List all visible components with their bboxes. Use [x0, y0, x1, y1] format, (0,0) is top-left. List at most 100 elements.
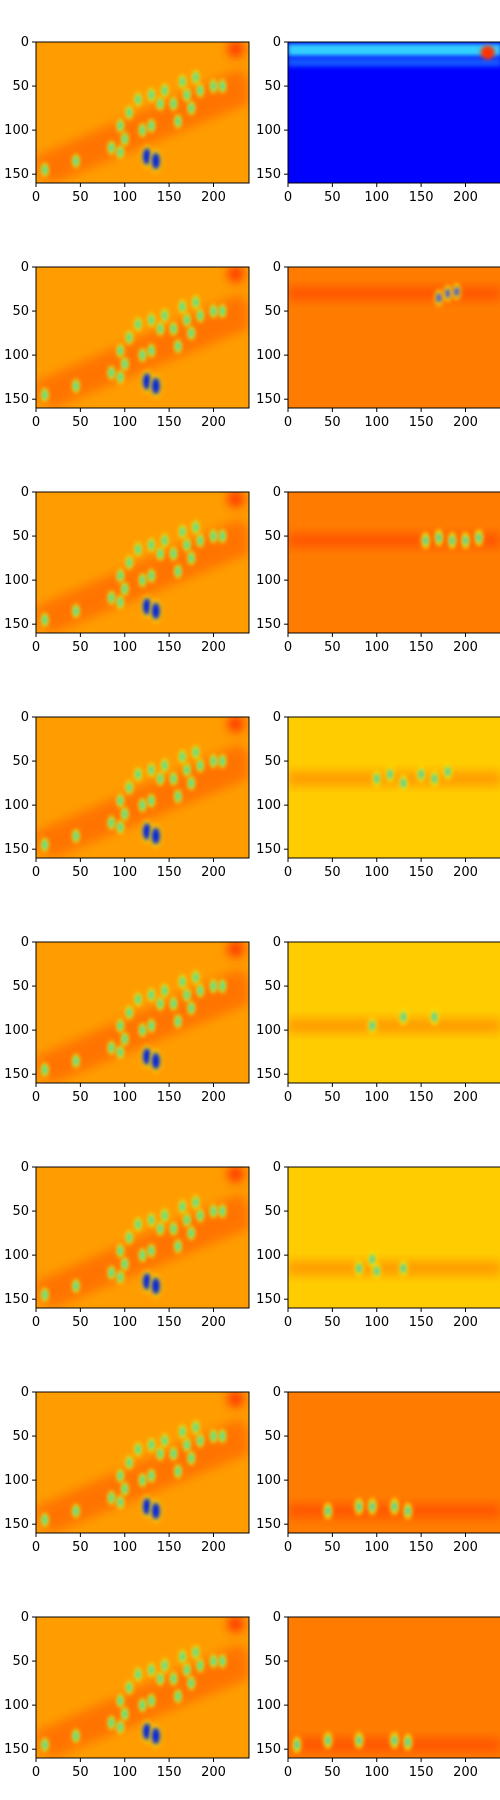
x-tick-label: 100	[112, 1090, 137, 1105]
activation-blob	[157, 98, 163, 109]
right-panel-5: 0 50 100 150 200 0 50 100 150	[256, 935, 500, 1105]
hot-corner	[227, 267, 244, 283]
activation-blob	[400, 1263, 406, 1274]
activation-blob	[42, 839, 48, 850]
activation-blob	[175, 1466, 181, 1477]
y-tick-label: 150	[256, 842, 281, 857]
x-tick-label: 100	[112, 190, 137, 205]
image-background	[288, 492, 500, 633]
activation-blob	[184, 764, 190, 775]
activation-blob	[400, 778, 406, 788]
activation-blob	[188, 103, 194, 113]
axes-frame	[287, 716, 500, 859]
right-panel-6: 0 50 100 150 200 0 50 100 150	[256, 1160, 500, 1330]
activation-blob	[140, 1025, 145, 1036]
activation-blob	[142, 1498, 152, 1515]
activation-blob	[219, 1656, 225, 1666]
activation-blob	[162, 985, 168, 996]
activation-blob	[42, 1064, 48, 1075]
y-tick-label: 150	[4, 392, 29, 407]
y-tick-label: 150	[4, 1067, 29, 1082]
y-tick-label: 50	[264, 754, 281, 769]
activation-blob	[73, 1731, 79, 1741]
activation-blob	[73, 606, 79, 616]
x-tick-label: 50	[72, 1540, 89, 1555]
x-tick-label: 50	[324, 1090, 341, 1105]
y-tick-label: 0	[21, 935, 29, 950]
y-tick-label: 150	[4, 842, 29, 857]
y-tick-label: 50	[12, 1429, 29, 1444]
x-tick-label: 200	[201, 1765, 226, 1780]
activation-blob	[356, 1263, 362, 1274]
image-background	[288, 1167, 500, 1308]
activation-blob	[126, 107, 132, 118]
hot-corner	[227, 42, 244, 58]
activation-blob	[184, 314, 190, 325]
activation-blob	[142, 1048, 152, 1065]
activation-blob	[193, 72, 199, 83]
activation-blob	[193, 522, 199, 533]
activation-blob	[463, 535, 468, 546]
activation-blob	[126, 1682, 132, 1693]
image-background	[288, 942, 500, 1083]
activation-blob	[151, 1052, 161, 1070]
x-tick-label: 50	[72, 640, 89, 655]
activation-blob	[157, 1223, 163, 1234]
x-tick-label: 50	[324, 1765, 341, 1780]
x-tick-label: 0	[284, 1315, 292, 1330]
x-tick-label: 200	[201, 1540, 226, 1555]
y-tick-label: 50	[12, 1654, 29, 1669]
activation-blob	[108, 817, 114, 828]
activation-blob	[197, 310, 203, 321]
x-tick-label: 0	[284, 1765, 292, 1780]
y-tick-label: 100	[4, 1248, 29, 1263]
y-tick-label: 100	[4, 1698, 29, 1713]
axes-frame	[287, 1391, 500, 1534]
activation-blob	[188, 1453, 194, 1463]
activation-blob	[171, 1448, 177, 1459]
activation-blob	[148, 1439, 154, 1450]
x-tick-label: 0	[284, 1540, 292, 1555]
activation-blob	[356, 1501, 362, 1512]
y-tick-label: 0	[21, 1610, 29, 1625]
activation-blob	[356, 1735, 362, 1746]
x-tick-label: 150	[409, 1315, 434, 1330]
activation-blob	[325, 1735, 331, 1746]
activation-blob	[369, 1501, 375, 1512]
x-tick-label: 0	[32, 415, 40, 430]
activation-blob	[175, 566, 181, 577]
activation-blob	[42, 389, 48, 400]
x-tick-label: 0	[32, 640, 40, 655]
x-tick-label: 200	[201, 1090, 226, 1105]
activation-blob	[151, 1277, 161, 1295]
activation-blob	[140, 1475, 145, 1486]
x-tick-label: 150	[409, 640, 434, 655]
left-panel-5: 0 50 100 150 200 0 50 100 150	[4, 935, 250, 1105]
x-tick-label: 150	[157, 1540, 182, 1555]
activation-blob	[162, 85, 168, 96]
activation-blob	[211, 981, 216, 991]
x-tick-label: 200	[453, 1090, 478, 1105]
activation-blob	[122, 1259, 128, 1269]
activation-blob	[369, 1254, 375, 1265]
y-tick-label: 100	[4, 123, 29, 138]
y-tick-label: 0	[21, 1160, 29, 1175]
x-tick-label: 150	[409, 1540, 434, 1555]
y-tick-label: 100	[256, 1698, 281, 1713]
activation-blob	[157, 773, 163, 784]
activation-blob	[122, 359, 128, 369]
y-tick-label: 150	[256, 1742, 281, 1757]
activation-blob	[117, 120, 123, 131]
y-tick-label: 0	[273, 485, 281, 500]
y-tick-label: 0	[21, 710, 29, 725]
right-image	[288, 1392, 500, 1533]
y-tick-label: 50	[264, 1654, 281, 1669]
y-tick-label: 100	[4, 798, 29, 813]
activation-blob	[122, 1709, 128, 1719]
activation-blob	[175, 116, 181, 127]
x-tick-label: 150	[409, 1090, 434, 1105]
activation-blob	[73, 1281, 79, 1291]
y-tick-label: 0	[273, 935, 281, 950]
activation-blob	[294, 1739, 300, 1750]
axes-frame	[35, 1391, 250, 1534]
